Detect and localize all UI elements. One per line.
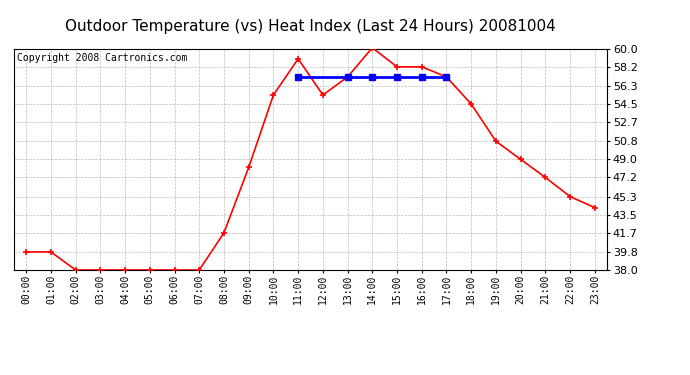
Text: Copyright 2008 Cartronics.com: Copyright 2008 Cartronics.com — [17, 53, 187, 63]
Text: Outdoor Temperature (vs) Heat Index (Last 24 Hours) 20081004: Outdoor Temperature (vs) Heat Index (Las… — [65, 19, 556, 34]
